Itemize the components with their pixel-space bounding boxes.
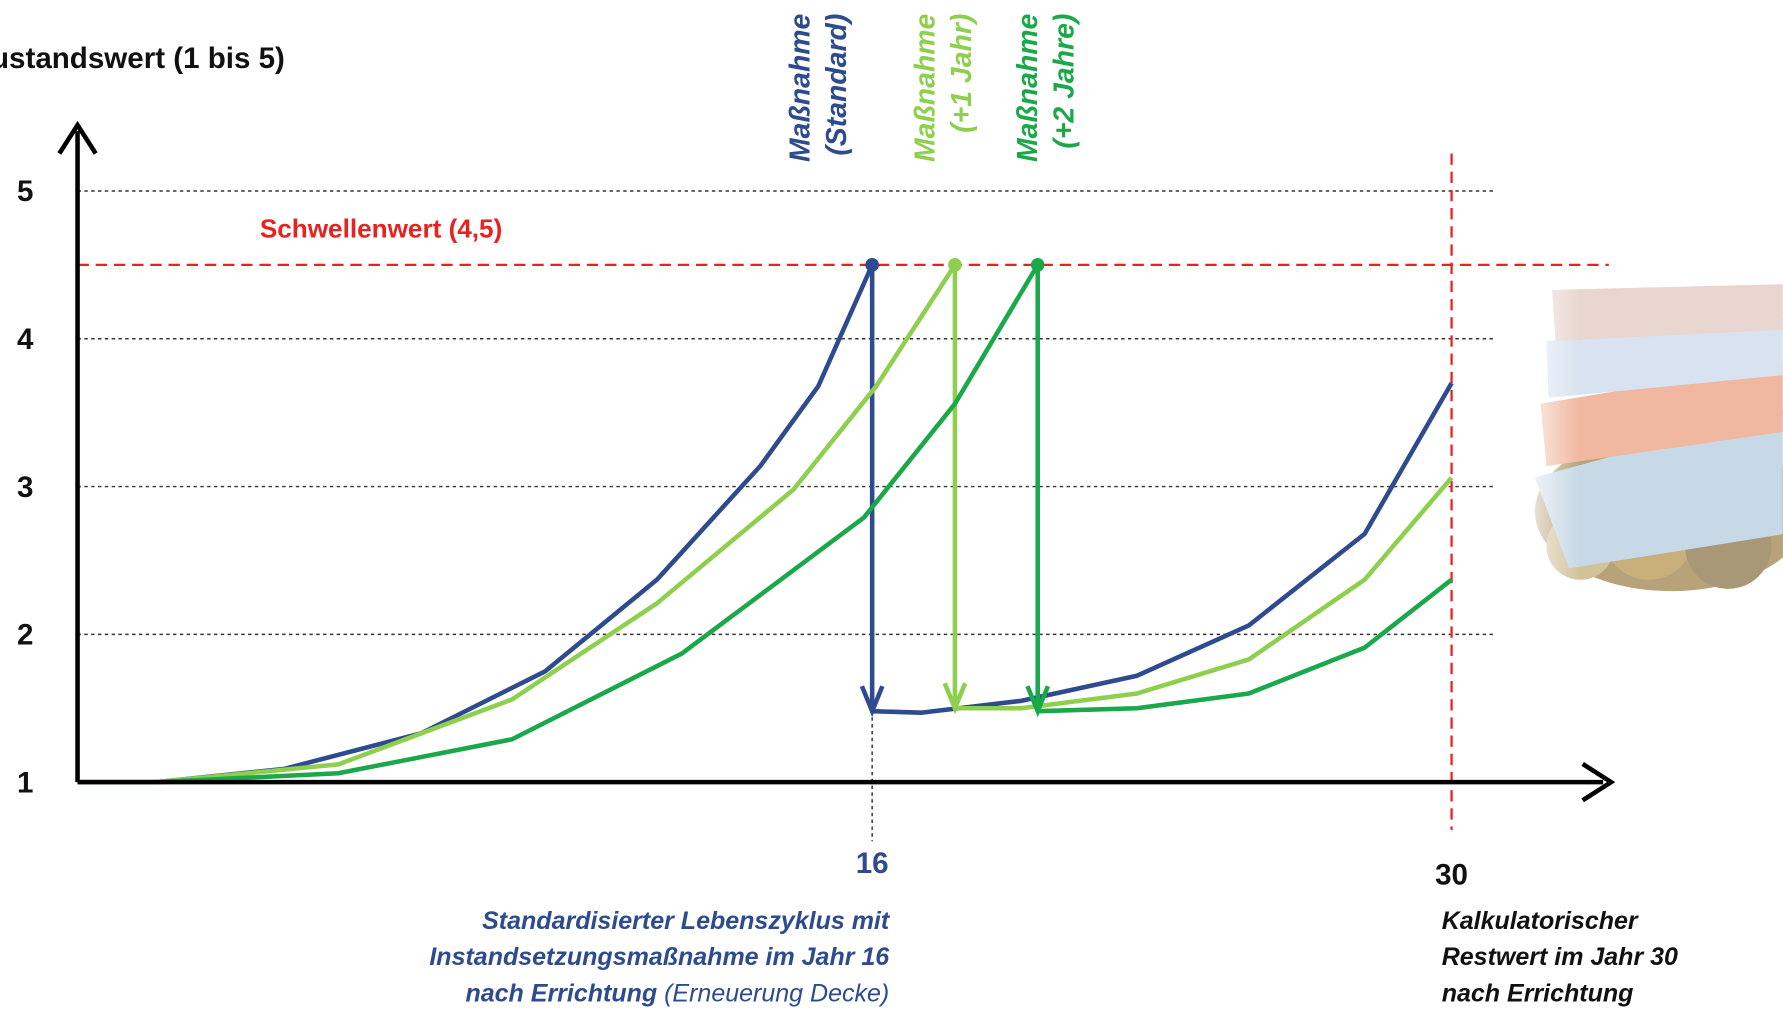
annotation-line: Standardisierter Lebenszyklus mit <box>482 907 891 935</box>
annotation-line: Restwert im Jahr 30 <box>1442 943 1678 971</box>
axes <box>57 120 1616 803</box>
annotation-line: Kalkulatorischer <box>1442 907 1639 935</box>
arrow-head <box>859 685 885 718</box>
series-note: (+2 Jahre) <box>1048 14 1080 149</box>
series-note: (Standard) <box>821 14 853 156</box>
annotation-line-group: nach Errichtung (Erneuerung Decke) <box>465 980 889 1008</box>
annotation-line: Instandsetzungsmaßnahme im Jahr 16 <box>429 943 890 971</box>
y-tick-label: 5 <box>17 175 33 208</box>
peak-dot <box>1030 258 1045 272</box>
series-line <box>77 262 1454 785</box>
y-tick-label: 3 <box>17 471 33 504</box>
money-picture <box>1512 272 1783 614</box>
series-line <box>77 262 1454 785</box>
x-tick-label: 30 <box>1435 858 1468 891</box>
series-label: Maßnahme <box>910 14 942 162</box>
annotation-suffix: (Erneuerung Decke) <box>657 980 889 1008</box>
series-note: (+1 Jahr) <box>946 14 978 133</box>
x-tick-label: 16 <box>856 847 889 880</box>
annotation-line: nach Errichtung <box>465 980 657 1008</box>
y-axis-title: Zustandswert (1 bis 5) <box>0 42 285 75</box>
y-tick-label: 4 <box>17 323 34 356</box>
series-label: Maßnahme <box>1012 14 1044 162</box>
annotation-line: nach Errichtung <box>1442 980 1634 1008</box>
series-line <box>77 262 1453 785</box>
arrow-head <box>942 682 968 715</box>
peak-dot <box>948 258 962 272</box>
threshold-label: Schwellenwert (4,5) <box>260 214 502 244</box>
y-tick-label: 2 <box>17 619 33 652</box>
series-label: Maßnahme <box>785 14 817 162</box>
peak-dot <box>865 258 879 272</box>
arrow-head <box>1025 685 1051 718</box>
y-tick-label: 1 <box>17 766 33 799</box>
